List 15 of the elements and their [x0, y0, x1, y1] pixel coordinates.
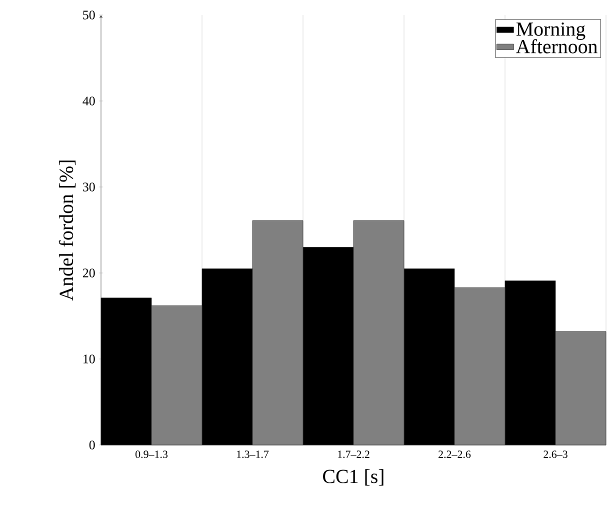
y-tick-label: 30	[83, 182, 95, 192]
y-tick-label: 20	[82, 268, 95, 278]
x-tick-label: 2.6–3	[544, 450, 568, 458]
x-tick-label: 0.9–1.3	[135, 450, 168, 458]
legend-label: Afternoon	[516, 39, 598, 54]
x-tick-label: 1.3–1.7	[237, 450, 269, 458]
y-tick-label: 50	[83, 10, 95, 20]
x-tick-label: 1.7–2.2	[338, 450, 370, 458]
y-tick-label: 10	[84, 354, 95, 364]
legend-label: Morning	[516, 22, 586, 40]
x-axis-title: CC1 [s]	[323, 469, 384, 486]
y-axis-title: Andel fordon [%]	[58, 160, 76, 301]
y-tick-label: 0	[89, 440, 95, 450]
x-tick-label: 2.2–2.6	[438, 450, 471, 458]
y-tick-label: 40	[82, 96, 95, 106]
